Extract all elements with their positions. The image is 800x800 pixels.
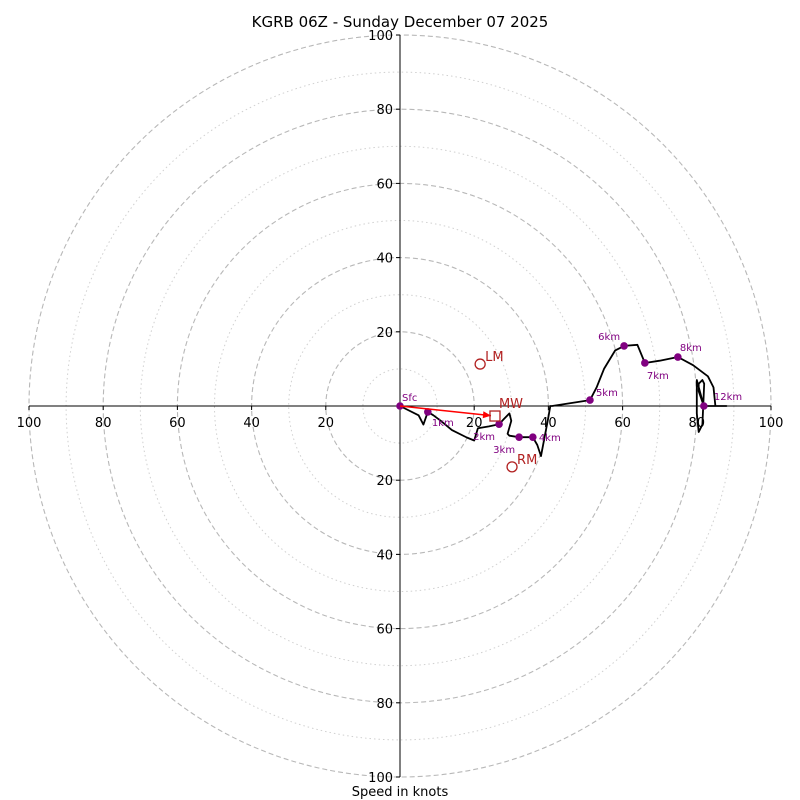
height-label-Sfc: Sfc [402, 393, 417, 404]
storm-motion-lm-label: LM [485, 350, 503, 365]
storm-motion-rm-marker [506, 461, 518, 473]
x-tick-label-right-60: 60 [614, 416, 631, 431]
y-tick-label-top-100: 100 [368, 29, 393, 44]
x-tick-label-left-40: 40 [243, 416, 260, 431]
hodograph-trace [399, 343, 728, 458]
height-marker-3km [515, 433, 523, 441]
y-tick-label-bottom-80: 80 [376, 697, 393, 712]
shear-arrow-head [482, 411, 491, 419]
shear-arrow-line [399, 405, 492, 417]
storm-motion-lm-marker [474, 358, 486, 370]
tick-labels: 100 80 60 40 20 20 40 60 80 100 20 40 60 80 100 20 40 60 8… [17, 29, 784, 786]
y-tick-label-bottom-100: 100 [368, 771, 393, 786]
x-tick-label-right-20: 20 [466, 416, 483, 431]
storm-motion-mw-marker [489, 410, 501, 422]
storm-motion-mw-label: MW [499, 397, 523, 412]
height-label-3km: 3km [493, 445, 515, 456]
height-label-1km: 1km [432, 418, 454, 429]
height-label-12km: 12km [714, 392, 742, 403]
height-marker-5km [586, 396, 594, 404]
chart-title: KGRB 06Z - Sunday December 07 2025 [252, 13, 549, 31]
height-markers: Sfc 1km 2km 3km 4km 5km 6km 7km 8km 12km [396, 332, 742, 456]
y-tick-label-bottom-40: 40 [376, 548, 393, 563]
y-tick-label-top-40: 40 [376, 252, 393, 267]
height-label-5km: 5km [596, 388, 618, 399]
x-tick-label-right-40: 40 [540, 416, 557, 431]
height-marker-4km [529, 433, 537, 441]
height-marker-1km [424, 408, 432, 416]
height-marker-6km [620, 342, 628, 350]
height-label-4km: 4km [539, 433, 561, 444]
hodograph-trace-group [399, 343, 728, 458]
y-tick-label-top-80: 80 [376, 103, 393, 118]
height-label-6km: 6km [598, 332, 620, 343]
y-tick-label-top-60: 60 [376, 177, 393, 192]
height-label-2km: 2km [473, 432, 495, 443]
height-marker-8km [674, 353, 682, 361]
y-tick-label-top-20: 20 [376, 326, 393, 341]
x-axis-label: Speed in knots [352, 785, 449, 800]
height-label-8km: 8km [680, 343, 702, 354]
x-tick-label-left-100: 100 [17, 416, 42, 431]
storm-motion-rm-label: RM [517, 453, 537, 468]
x-tick-label-left-80: 80 [95, 416, 112, 431]
y-tick-label-bottom-60: 60 [376, 623, 393, 638]
height-label-7km: 7km [647, 371, 669, 382]
x-tick-label-left-20: 20 [318, 416, 335, 431]
height-marker-12km [700, 402, 708, 410]
storm-motion-markers: LM RM MW [399, 350, 537, 473]
x-tick-label-left-60: 60 [169, 416, 186, 431]
height-marker-2km [495, 420, 503, 428]
x-tick-label-right-100: 100 [759, 416, 784, 431]
height-marker-7km [641, 359, 649, 367]
y-tick-label-bottom-20: 20 [376, 474, 393, 489]
